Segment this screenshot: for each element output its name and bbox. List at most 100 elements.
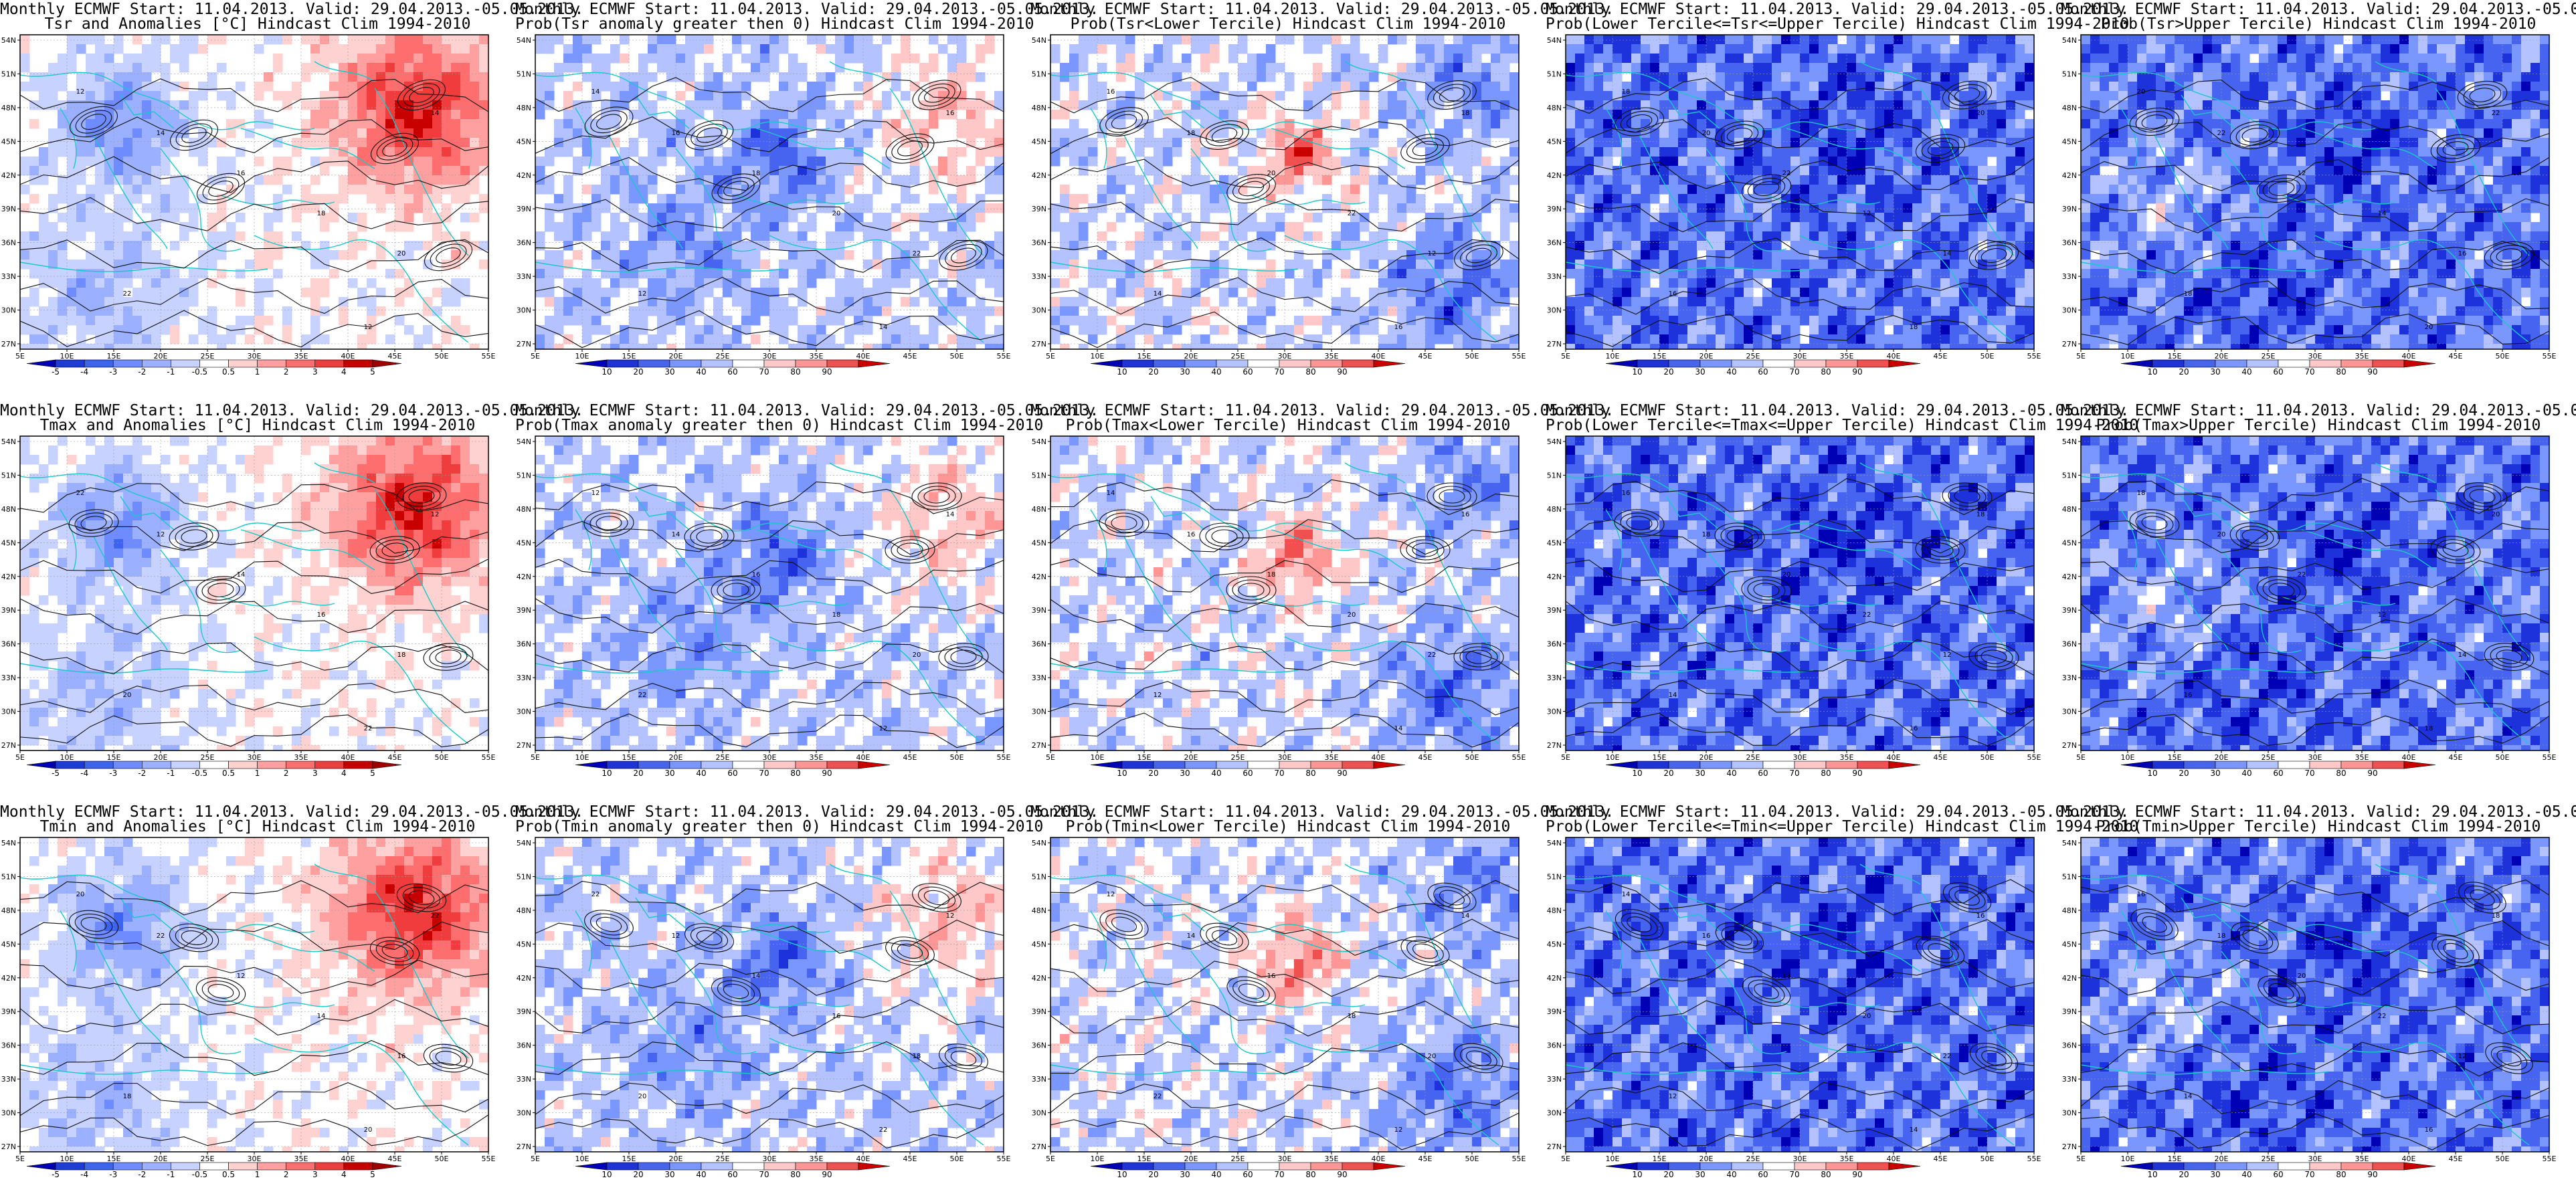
lon-tick-label: 45E (1934, 753, 1948, 762)
colorbar-swatch (314, 761, 345, 769)
panel-tmin-prob-lower: Monthly ECMWF Start: 11.04.2013. Valid: … (1030, 803, 1614, 1204)
prob-colorbar: 10 20 30 40 60 70 80 90 (1090, 761, 1406, 778)
colorbar-swatch (826, 1162, 859, 1171)
lon-tick-label: 55E (2027, 753, 2041, 762)
colorbar-tick-label: 90 (1852, 367, 1862, 377)
lon-tick-label: 50E (2496, 352, 2510, 361)
colorbar-swatch (1857, 359, 1890, 368)
lon-tick-label: 10E (2121, 352, 2135, 361)
lat-tick-label: 30N (517, 708, 531, 716)
lon-tick-label: 35E (2355, 753, 2369, 762)
colorbar-swatch (84, 359, 114, 368)
lat-tick-label: 39N (517, 205, 531, 213)
lat-tick-label: 33N (1547, 674, 1562, 682)
lon-tick-label: 15E (107, 753, 121, 762)
contour-label: 16 (832, 1013, 841, 1020)
colorbar-swatch (2246, 1162, 2279, 1171)
colorbar-swatch (701, 761, 733, 769)
lat-tick-label: 51N (1, 471, 16, 480)
colorbar-swatch (372, 359, 402, 368)
colorbar-swatch (2372, 761, 2405, 769)
colorbar-swatch (638, 761, 670, 769)
lat-tick-label: 54N (517, 839, 531, 847)
lon-tick-label: 20E (669, 753, 683, 762)
colorbar-swatch (2309, 359, 2342, 368)
colorbar-tick-label: 90 (822, 1170, 832, 1179)
colorbar-swatch (1699, 1162, 1732, 1171)
colorbar-swatch (575, 1162, 608, 1171)
lon-tick-label: 50E (435, 352, 449, 361)
colorbar-swatch (795, 359, 828, 368)
colorbar-tick-label: 10 (1632, 1170, 1642, 1179)
colorbar-swatch (257, 359, 286, 368)
lon-tick-label: 25E (2262, 1155, 2276, 1163)
colorbar-tick-label: 80 (790, 769, 800, 778)
lat-tick-label: 33N (1, 674, 16, 682)
colorbar-swatch (1279, 761, 1311, 769)
lon-tick-label: 55E (1512, 352, 1526, 361)
colorbar-tick-label: 90 (822, 769, 832, 778)
lon-tick-label: 35E (810, 753, 824, 762)
colorbar-swatch (2309, 1162, 2342, 1171)
colorbar-swatch (1605, 761, 1638, 769)
lat-tick-label: 27N (517, 340, 531, 348)
colorbar-swatch (638, 1162, 670, 1171)
lat-lon-grid (2081, 35, 2549, 349)
colorbar-swatch (2403, 1162, 2436, 1171)
colorbar-swatch (199, 1162, 229, 1171)
colorbar-swatch (1090, 761, 1123, 769)
lon-tick-label: 40E (856, 352, 870, 361)
colorbar-swatch (228, 359, 258, 368)
lat-lon-grid (2081, 436, 2549, 750)
colorbar-swatch (2152, 761, 2185, 769)
contour-label: 20 (2137, 88, 2146, 96)
lat-tick-label: 48N (1547, 906, 1562, 915)
colorbar-tick-label: 3 (312, 769, 318, 778)
lat-tick-label: 30N (517, 306, 531, 315)
coastlines (535, 864, 984, 1146)
colorbar-tick-label: -3 (109, 769, 117, 778)
contour-label: 22 (2298, 571, 2306, 579)
colorbar-tick-label: 80 (790, 1170, 800, 1179)
lat-lon-grid (20, 436, 488, 750)
lon-tick-label: 50E (1465, 352, 1479, 361)
colorbar-tick-label: 30 (2210, 1170, 2220, 1179)
lat-tick-label: 30N (1547, 1109, 1562, 1118)
colorbar-swatch (1731, 761, 1764, 769)
contour-label: 22 (157, 932, 165, 940)
colorbar-tick-label: 30 (664, 1170, 674, 1179)
contour-label: 20 (1782, 571, 1791, 579)
lon-tick-label: 10E (60, 753, 74, 762)
contour-label: 16 (2458, 250, 2467, 258)
lat-tick-label: 27N (1032, 1142, 1046, 1151)
lon-tick-label: 55E (997, 753, 1011, 762)
colorbar-swatch (2372, 1162, 2405, 1171)
contour-label: 14 (1622, 891, 1631, 898)
lat-tick-label: 54N (2062, 437, 2077, 446)
lon-tick-label: 25E (716, 1155, 730, 1163)
contour-label: 14 (431, 110, 440, 117)
lon-tick-label: 50E (1981, 753, 1995, 762)
lat-lon-grid (535, 837, 1004, 1152)
colorbar-swatch (1247, 1162, 1280, 1171)
colorbar-tick-label: 70 (1274, 1170, 1284, 1179)
colorbar-tick-label: 20 (1148, 1170, 1158, 1179)
colorbar-tick-label: 2 (284, 367, 289, 377)
colorbar-swatch (199, 359, 229, 368)
lon-tick-label: 40E (341, 352, 355, 361)
contour-label: 14 (1461, 912, 1470, 920)
lat-tick-label: 42N (1032, 974, 1046, 983)
colorbar-tick-label: 40 (1211, 769, 1221, 778)
colorbar-tick-label: 80 (790, 367, 800, 377)
panel-tmax-anom: Monthly ECMWF Start: 11.04.2013. Valid: … (0, 401, 583, 803)
colorbar-swatch (1342, 1162, 1374, 1171)
lat-tick-label: 30N (517, 1109, 531, 1118)
contour-label: 14 (1187, 932, 1196, 940)
map-axes: 5E 10E 15E 20E 25E 30E 35E 40E 45E 50E 55E 54N 51N 48… (1032, 36, 1526, 361)
contour-label: 22 (431, 912, 440, 920)
colorbar-tick-label: 60 (727, 769, 737, 778)
lat-tick-label: 33N (517, 674, 531, 682)
lon-tick-label: 20E (1699, 352, 1714, 361)
colorbar-swatch (1247, 761, 1280, 769)
colorbar-tick-label: 30 (1180, 1170, 1190, 1179)
